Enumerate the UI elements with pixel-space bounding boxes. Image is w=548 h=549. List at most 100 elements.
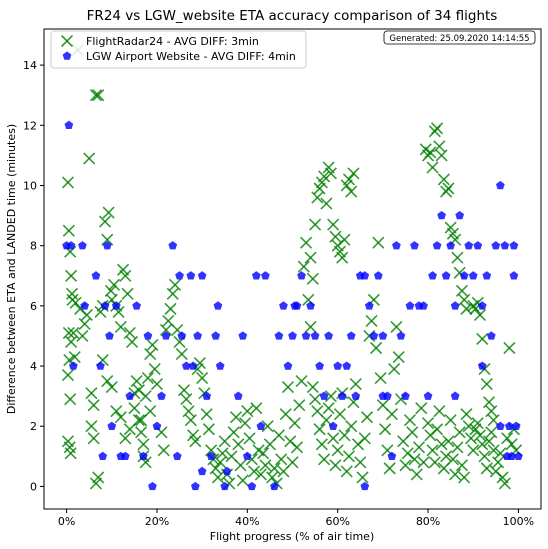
- fr24-point-3: [65, 269, 78, 282]
- fr24-point-6: [62, 326, 75, 340]
- lgw-point-28: [181, 361, 191, 370]
- fr24-point-1: [62, 224, 75, 237]
- fr24-point-243: [458, 471, 471, 484]
- lgw-point-82: [423, 391, 433, 400]
- lgw-point-72: [378, 331, 388, 340]
- lgw-point-22: [157, 391, 166, 400]
- fr24-point-134: [297, 260, 310, 273]
- fr24-point-232: [433, 405, 446, 418]
- fr24-point-46: [135, 426, 148, 439]
- fr24-point-218: [442, 182, 455, 195]
- legend-pentagon-marker: [62, 51, 72, 60]
- fr24-point-127: [281, 381, 295, 394]
- fr24-point-193: [385, 408, 398, 421]
- lgw-point-53: [292, 301, 302, 310]
- fr24-point-57: [92, 471, 105, 484]
- data-marks: [61, 44, 523, 491]
- lgw-point-7: [96, 361, 105, 370]
- legend-label-flightradar24: FlightRadar24 - AVG DIFF: 3min: [86, 35, 259, 48]
- fr24-point-59: [101, 375, 114, 388]
- fr24-point-104: [229, 411, 243, 424]
- lgw-point-113: [509, 241, 519, 250]
- fr24-point-238: [446, 453, 459, 466]
- lgw-point-55: [301, 331, 311, 340]
- fr24-point-61: [110, 405, 123, 418]
- lgw-point-49: [279, 301, 288, 310]
- fr24-point-37: [114, 320, 127, 333]
- lgw-point-39: [220, 481, 230, 491]
- fr24-point-154: [342, 173, 356, 186]
- fr24-point-7: [65, 335, 78, 349]
- x-tick-label: 100%: [503, 515, 534, 528]
- lgw-point-50: [283, 361, 293, 370]
- fr24-point-164: [320, 414, 333, 427]
- fr24-point-135: [299, 236, 313, 249]
- fr24-point-9: [61, 369, 75, 382]
- lgw-point-19: [143, 331, 153, 340]
- fr24-point-13: [64, 447, 77, 460]
- lgw-point-63: [337, 391, 347, 400]
- fr24-point-14: [67, 326, 80, 340]
- lgw-point-20: [148, 481, 157, 491]
- lgw-point-48: [274, 331, 284, 340]
- fr24-point-118: [261, 420, 274, 433]
- fr24-point-77: [168, 278, 182, 291]
- x-axis-label: Flight progress (% of air time): [210, 530, 374, 543]
- generated-annotation-text: Generated: 25.09.2020 14:14:55: [389, 34, 529, 44]
- fr24-point-55: [87, 399, 100, 412]
- fr24-point-157: [304, 320, 317, 333]
- lgw-point-29: [186, 271, 196, 280]
- lgw-point-18: [139, 451, 148, 461]
- lgw-point-35: [206, 451, 216, 461]
- fr24-point-151: [336, 251, 349, 264]
- y-tick-label: 4: [30, 360, 37, 373]
- y-tick-label: 8: [30, 240, 37, 253]
- fr24-point-109: [241, 405, 254, 418]
- legend-frame: [50, 30, 307, 69]
- lgw-point-24: [168, 241, 178, 250]
- lgw-point-89: [455, 210, 465, 220]
- lgw-point-70: [369, 331, 379, 340]
- lgw-point-44: [251, 271, 261, 280]
- lgw-point-112: [495, 421, 505, 430]
- lgw-point-94: [477, 301, 487, 310]
- fr24-point-205: [412, 441, 426, 454]
- fr24-point-152: [338, 233, 351, 246]
- fr24-point-40: [121, 287, 134, 300]
- fr24-point-226: [460, 302, 473, 315]
- fr24-point-188: [374, 372, 387, 385]
- legend: FlightRadar24 - AVG DIFF: 3min LGW Airpo…: [50, 30, 307, 69]
- lgw-point-76: [396, 331, 406, 340]
- lgw-point-75: [392, 241, 401, 250]
- lgw-point-81: [419, 301, 428, 310]
- lgw-point-61: [328, 421, 338, 430]
- fr24-point-51: [146, 338, 159, 352]
- fr24-point-52: [148, 362, 161, 376]
- fr24-point-181: [358, 432, 371, 445]
- lgw-point-88: [450, 301, 460, 310]
- fr24-point-190: [379, 423, 392, 436]
- lgw-point-43: [247, 481, 257, 491]
- lgw-point-85: [437, 210, 446, 220]
- fr24-point-162: [315, 438, 328, 451]
- fr24-point-23: [85, 420, 98, 433]
- fr24-point-0: [61, 176, 75, 189]
- fr24-point-215: [435, 149, 448, 162]
- y-tick-label: 6: [30, 300, 37, 313]
- lgw-point-13: [111, 301, 121, 310]
- fr24-point-170: [333, 408, 347, 421]
- fr24-point-112: [248, 465, 261, 478]
- fr24-point-276: [487, 414, 500, 427]
- fr24-point-68: [137, 438, 150, 451]
- generated-annotation: Generated: 25.09.2020 14:14:55: [383, 30, 536, 45]
- lgw-point-86: [441, 271, 451, 280]
- lgw-point-33: [197, 271, 207, 280]
- lgw-point-106: [222, 466, 232, 476]
- fr24-point-82: [180, 393, 193, 406]
- fr24-point-121: [268, 462, 281, 475]
- lgw-point-71: [373, 271, 383, 280]
- fr24-point-93: [205, 444, 218, 457]
- fr24-point-30: [101, 233, 114, 246]
- fr24-point-241: [453, 426, 466, 439]
- fr24-point-113: [250, 402, 263, 415]
